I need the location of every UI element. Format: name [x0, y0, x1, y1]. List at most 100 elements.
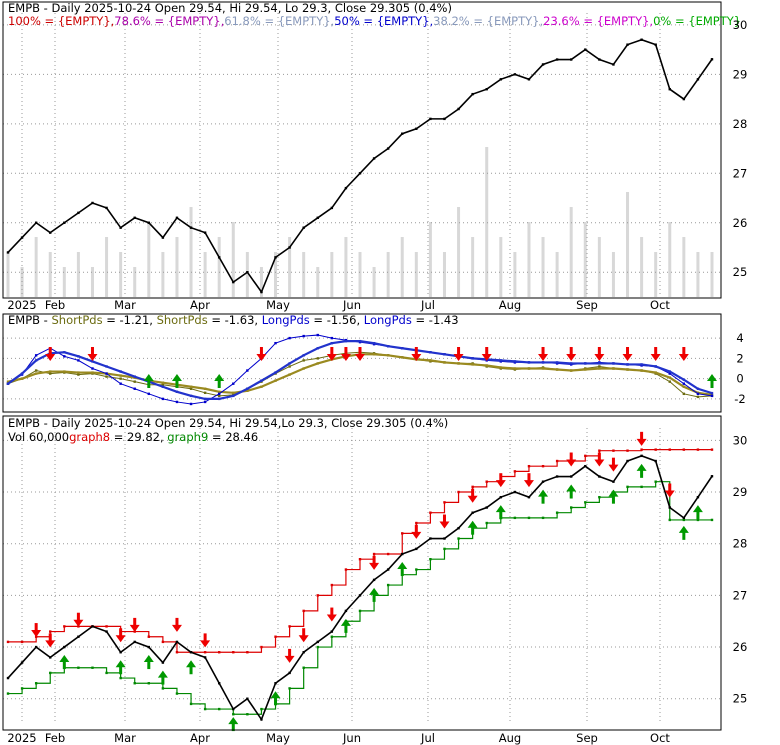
oscillator-line-point — [260, 379, 263, 382]
graph8-line-point — [203, 651, 207, 654]
sell-arrow-head — [411, 354, 422, 361]
graph8-line-point — [541, 464, 545, 468]
graph8-line-point — [288, 625, 291, 628]
sell-arrow-shaft — [358, 347, 362, 355]
oscillator-line-point — [696, 392, 700, 396]
sell-arrow-head — [326, 354, 337, 361]
x-tick-label: May — [266, 298, 290, 312]
graph8-line-point — [218, 651, 221, 654]
graph9-line-point — [640, 485, 643, 489]
graph9-line-point — [696, 518, 700, 522]
volume-bar — [274, 252, 278, 297]
volume-bar — [654, 252, 658, 297]
volume-bar — [316, 267, 320, 297]
y-tick-label: 25 — [733, 692, 748, 706]
sell-arrow — [481, 347, 492, 361]
graph8-line-point — [274, 635, 277, 638]
buy-arrow-head — [214, 374, 225, 381]
graph8-line-point — [429, 511, 432, 514]
oscillator-line-point — [668, 376, 671, 379]
volume-bar — [682, 237, 686, 297]
stops-price-line-point — [696, 495, 700, 499]
graph9-line-point — [189, 702, 193, 706]
buy-arrow-head — [538, 489, 549, 497]
volume-bar — [119, 252, 123, 297]
oscillator-line-point — [218, 390, 221, 394]
sell-arrow — [678, 347, 689, 361]
oscillator-line-point — [175, 400, 179, 404]
y-tick-label: 27 — [733, 166, 748, 180]
oscillator-line-point — [668, 370, 671, 373]
price-line-point — [161, 236, 165, 239]
graph9-line-point — [77, 666, 80, 669]
volume-bar — [48, 252, 52, 297]
graph9-line-point — [6, 692, 10, 695]
sell-arrow-head — [73, 619, 84, 627]
sell-arrow — [411, 524, 422, 539]
graph9-line-point — [49, 671, 52, 675]
y-tick-label: 27 — [733, 588, 748, 602]
oscillator-line-point — [161, 381, 165, 384]
graph9-line-point — [541, 516, 545, 520]
buy-arrow — [186, 660, 197, 675]
buy-arrow-head — [171, 374, 182, 381]
volume-bar — [217, 237, 221, 297]
stops-price-line-point — [710, 475, 714, 478]
legend-fragment: EMPB - — [8, 313, 51, 327]
graph8-line-point — [485, 480, 488, 483]
oscillator-line-point — [161, 385, 165, 388]
sell-arrow-shaft — [288, 648, 292, 657]
sell-arrow — [594, 452, 605, 467]
sell-arrow-shaft — [485, 347, 489, 355]
oscillator-line-point — [513, 360, 517, 363]
oscillator-line-point — [316, 333, 319, 337]
buy-arrow-shaft — [147, 661, 151, 670]
oscillator-line-point — [584, 368, 587, 371]
oscillator-line-point — [49, 370, 52, 373]
oscillator-line-point — [499, 359, 502, 362]
sell-arrow-head — [495, 480, 506, 488]
buy-arrow — [59, 655, 70, 670]
y-tick-label: 26 — [733, 640, 748, 654]
price-line-point — [175, 216, 179, 220]
sell-arrow — [566, 452, 577, 467]
oscillator-line-point — [203, 391, 207, 395]
price-line-point — [203, 231, 207, 234]
x-tick-label: Jun — [342, 298, 361, 312]
sell-arrow-head — [481, 354, 492, 361]
graph9-line-point — [175, 692, 179, 695]
stops-price-line-point — [570, 475, 573, 478]
buy-arrow-shaft — [696, 511, 700, 520]
graph8-line-point — [246, 651, 249, 654]
y-tick-label: 28 — [733, 117, 748, 131]
sell-arrow — [495, 473, 506, 488]
stops-price-line-point — [274, 682, 277, 685]
oscillator-line-point — [77, 355, 80, 358]
buy-arrow-shaft — [344, 624, 348, 633]
graph8-line-point — [386, 552, 390, 556]
sell-arrow-head — [594, 354, 605, 361]
oscillator-line-point — [330, 336, 334, 340]
price-line-point — [401, 132, 404, 135]
price-line-point — [344, 186, 348, 190]
buy-arrow-head — [115, 660, 126, 668]
stops-price-line-point — [218, 682, 221, 685]
sell-arrow-shaft — [471, 488, 475, 497]
oscillator-line-point — [344, 339, 348, 343]
price-line-point — [316, 216, 319, 220]
graph9-line-point — [260, 707, 263, 711]
oscillator-line-point — [288, 365, 291, 368]
oscillator-line-point — [246, 387, 249, 390]
buy-arrow-head — [186, 660, 197, 668]
sell-arrow — [298, 628, 309, 643]
buy-arrow-shaft — [640, 469, 644, 478]
legend-fragment: = -1.56, — [310, 313, 364, 327]
sell-arrow — [622, 347, 633, 361]
oscillator-line-point — [570, 369, 573, 372]
y-tick-label: 29 — [733, 67, 748, 81]
price-line-point — [555, 58, 559, 61]
stops-grid — [3, 428, 721, 724]
stops-price-line-point — [612, 480, 615, 483]
buy-arrow — [228, 717, 239, 732]
oscillator-line-point — [288, 373, 291, 376]
